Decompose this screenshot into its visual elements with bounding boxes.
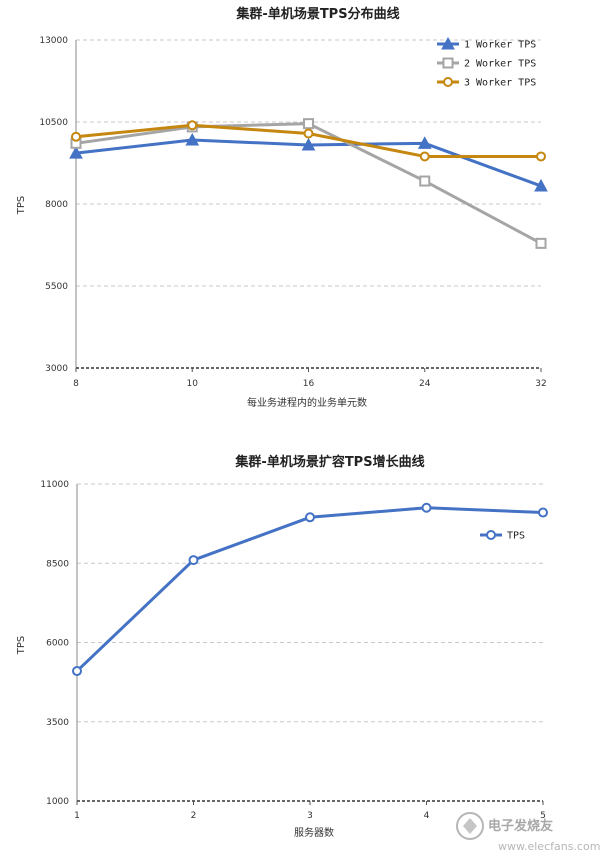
c2-legend-label: TPS bbox=[507, 531, 525, 542]
c2-y-tick-label: 3500 bbox=[46, 718, 69, 728]
chart1-y-ticks: 3000 5500 8000 10500 13000 bbox=[39, 36, 68, 374]
c1-y-tick-label: 13000 bbox=[39, 36, 68, 46]
c2-series-1-line bbox=[75, 506, 544, 673]
c1-series-1-point bbox=[534, 178, 548, 192]
chart2-gridlines bbox=[77, 483, 543, 723]
c1-y-tick-label: 10500 bbox=[39, 118, 68, 128]
c1-x-tick-label: 16 bbox=[303, 379, 315, 389]
chart1-x-axis-label: 每业务进程内的业务单元数 bbox=[247, 396, 367, 409]
c1-series-1-point bbox=[301, 137, 316, 151]
c1-legend-label: 3 Worker TPS bbox=[464, 78, 536, 89]
c1-x-tick-label: 24 bbox=[419, 379, 431, 389]
c2-series-1-point bbox=[188, 555, 199, 566]
c2-series-1-point bbox=[72, 666, 82, 677]
chart1-series bbox=[69, 118, 548, 249]
c2-series-1-point bbox=[538, 507, 548, 518]
chart2-title: 集群-单机场景扩容TPS增长曲线 bbox=[234, 454, 424, 470]
watermark-brand: 电子发烧友 bbox=[488, 818, 553, 834]
chart2-x-axis-label: 服务器数 bbox=[294, 826, 334, 839]
c1-series-2-point bbox=[535, 237, 547, 249]
c2-y-tick-label: 11000 bbox=[40, 480, 69, 490]
c1-legend-swatch-marker bbox=[442, 57, 454, 69]
chart2-series bbox=[72, 502, 548, 677]
chart2-y-axis-label: TPS bbox=[16, 636, 27, 656]
chart1-legend: 1 Worker TPS 2 Worker TPS 3 Worker TPS bbox=[437, 36, 536, 89]
c1-series-1-point bbox=[69, 146, 83, 159]
c2-x-tick-label: 5 bbox=[540, 811, 546, 821]
c2-x-tick-label: 1 bbox=[74, 811, 80, 821]
c1-series-1-point bbox=[185, 132, 200, 146]
chart1-x-ticks: 8 10 16 24 32 bbox=[73, 368, 547, 389]
c1-series-2-point bbox=[419, 175, 431, 187]
chart1-y-axis-label: TPS bbox=[16, 196, 27, 216]
c2-x-tick-label: 3 bbox=[307, 811, 313, 821]
c1-legend-label: 1 Worker TPS bbox=[464, 40, 536, 51]
c1-series-3-point bbox=[419, 151, 430, 162]
c1-legend-swatch-marker bbox=[441, 36, 455, 50]
c2-y-tick-label: 1000 bbox=[46, 797, 69, 807]
chart1-title: 集群-单机场景TPS分布曲线 bbox=[235, 6, 399, 22]
c1-series-1-point bbox=[417, 136, 432, 149]
c1-y-tick-label: 3000 bbox=[45, 364, 68, 374]
c1-x-tick-label: 10 bbox=[187, 379, 199, 389]
chart2-x-ticks: 1 2 3 4 5 bbox=[74, 801, 546, 821]
c1-x-tick-label: 32 bbox=[535, 379, 546, 389]
c2-series-1-point bbox=[421, 502, 432, 513]
c2-x-tick-label: 2 bbox=[191, 811, 197, 821]
c1-y-tick-label: 5500 bbox=[45, 282, 68, 292]
c1-series-3-point bbox=[536, 151, 546, 162]
c2-y-tick-label: 6000 bbox=[46, 639, 69, 649]
c1-series-3-point bbox=[187, 120, 198, 131]
c1-legend-label: 2 Worker TPS bbox=[464, 59, 536, 70]
c2-series-1-point bbox=[305, 512, 315, 523]
tps-distribution-chart: 集群-单机场景TPS分布曲线 3000 5500 8000 10500 13000 8 1… bbox=[16, 6, 548, 409]
watermark-site: www.elecfans.com bbox=[498, 840, 600, 853]
watermark: 电子发烧友 www.elecfans.com bbox=[456, 812, 600, 853]
c2-x-tick-label: 4 bbox=[424, 811, 430, 821]
c1-series-3-point bbox=[71, 131, 81, 142]
watermark-logo-icon bbox=[456, 812, 484, 840]
c1-legend-swatch-marker bbox=[443, 77, 453, 87]
chart2-legend: TPS bbox=[480, 530, 525, 542]
chart2-y-ticks: 1000 3500 6000 8500 11000 bbox=[40, 480, 69, 807]
c2-y-tick-label: 8500 bbox=[46, 559, 69, 569]
c2-legend-swatch-marker bbox=[486, 530, 496, 540]
c1-series-3-point bbox=[303, 128, 314, 139]
tps-scaling-chart: 集群-单机场景扩容TPS增长曲线 1000 3500 6000 8500 11000 1… bbox=[16, 454, 548, 839]
c1-x-tick-label: 8 bbox=[73, 379, 79, 389]
c1-series-2-point bbox=[303, 118, 314, 130]
c1-y-tick-label: 8000 bbox=[45, 200, 68, 210]
